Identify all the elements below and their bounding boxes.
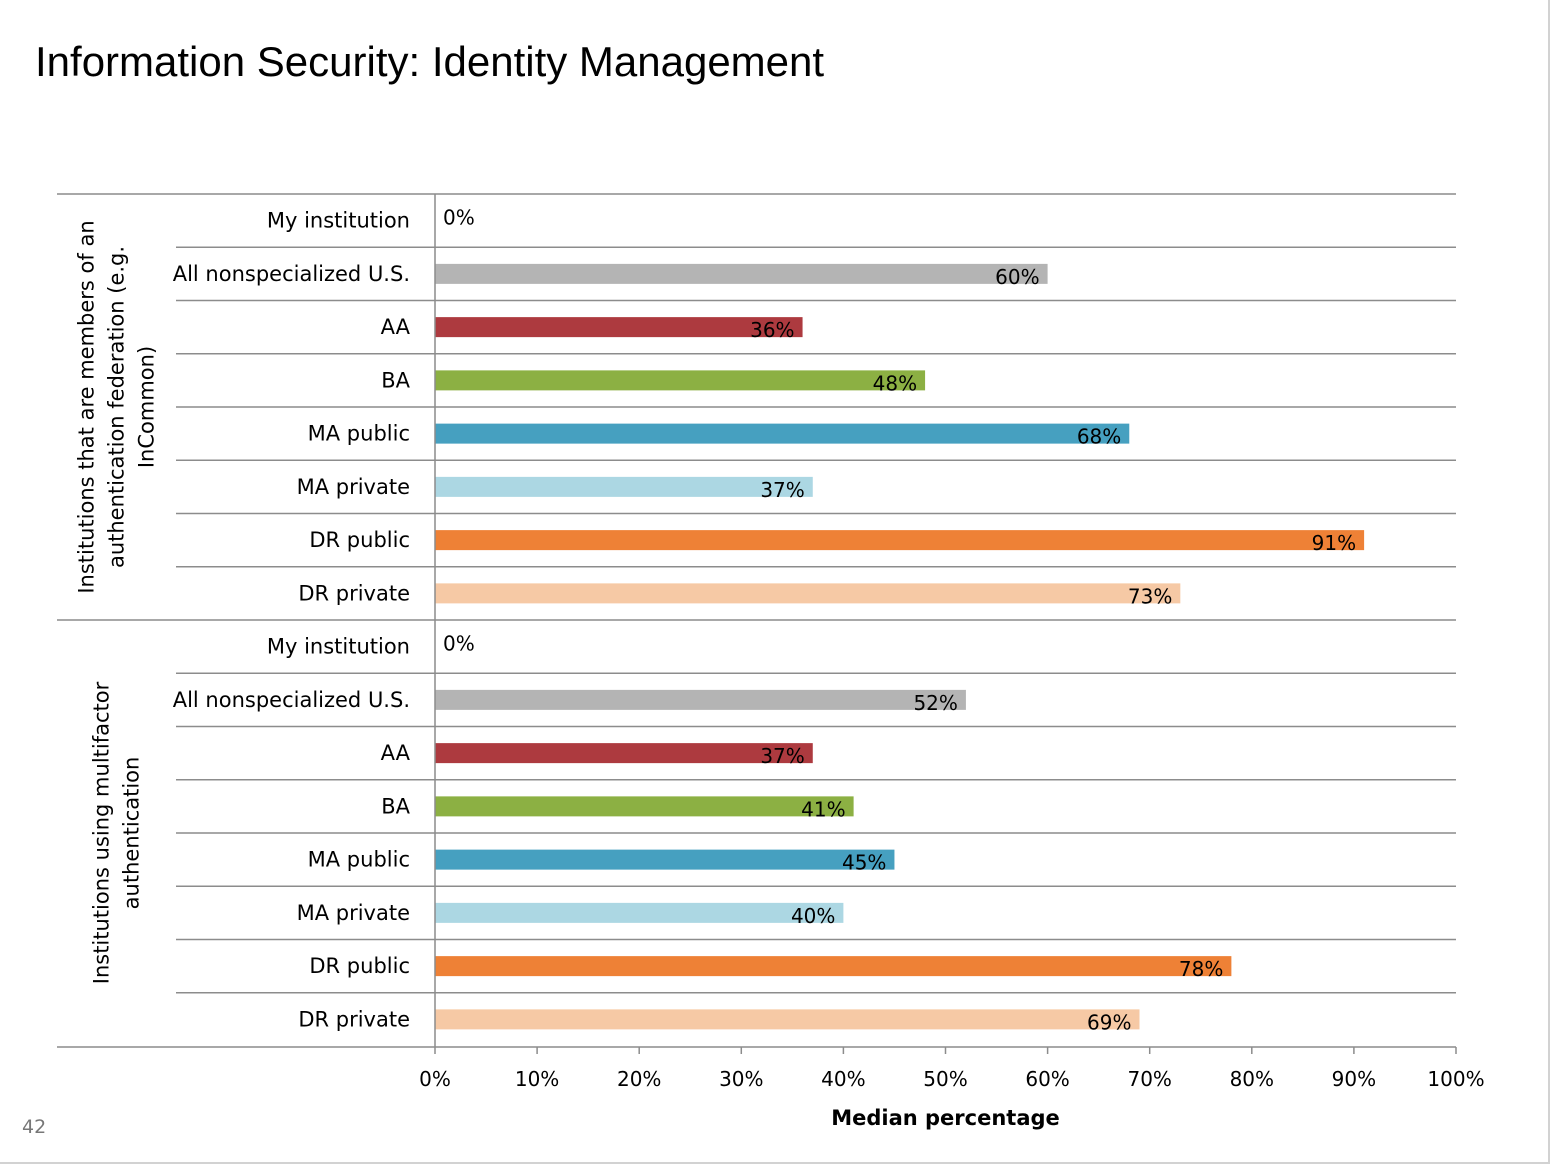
page-number: 42 (22, 1116, 47, 1138)
group-label: Institutions using multifactor authentica… (90, 681, 144, 984)
x-tick-label: 80% (1230, 1067, 1274, 1091)
category-label: AA (381, 741, 411, 765)
bar (435, 370, 926, 391)
x-tick-label: 10% (515, 1067, 559, 1091)
data-label: 69% (1087, 1010, 1131, 1034)
data-label: 37% (760, 478, 804, 502)
category-label: MA private (297, 901, 410, 925)
x-tick-label: 20% (617, 1067, 661, 1091)
data-label: 48% (873, 371, 917, 395)
bar (435, 476, 813, 497)
data-label: 68% (1077, 425, 1121, 449)
x-tick-label: 50% (923, 1067, 967, 1091)
category-label: DR private (298, 581, 410, 605)
data-label: 0% (443, 632, 475, 656)
bar (435, 530, 1365, 551)
x-tick-label: 40% (821, 1067, 865, 1091)
group-label-line: InCommon) (135, 346, 159, 468)
category-label: MA public (308, 422, 410, 446)
group-label-line: authentication federation (e.g. (105, 246, 129, 568)
bar (435, 317, 803, 338)
bar (435, 849, 895, 870)
bar (435, 902, 844, 923)
bar (435, 743, 813, 764)
category-label: DR public (309, 528, 410, 552)
category-label: DR private (298, 1007, 410, 1031)
bar (435, 423, 1130, 444)
category-label: AA (381, 315, 411, 339)
bar (435, 263, 1048, 284)
category-label: All nonspecialized U.S. (173, 688, 410, 712)
x-tick-label: 60% (1025, 1067, 1069, 1091)
data-label: 36% (750, 318, 794, 342)
x-tick-label: 100% (1427, 1067, 1484, 1091)
bar (435, 689, 966, 710)
data-label: 40% (791, 904, 835, 928)
x-tick-label: 70% (1127, 1067, 1171, 1091)
bar (435, 1009, 1140, 1030)
bar (435, 956, 1232, 977)
group-label-line: Institutions using multifactor (90, 681, 114, 984)
category-label: All nonspecialized U.S. (173, 262, 410, 286)
slide-title: Information Security: Identity Managemen… (35, 38, 825, 85)
bar (435, 796, 854, 817)
x-axis-title: Median percentage (831, 1106, 1060, 1130)
group-label: Institutions that are members of an authe… (75, 220, 159, 593)
category-label: My institution (267, 635, 410, 659)
category-label: MA private (297, 475, 410, 499)
category-label: BA (381, 794, 410, 818)
x-tick-label: 0% (419, 1067, 451, 1091)
data-label: 73% (1128, 584, 1172, 608)
x-tick-label: 90% (1332, 1067, 1376, 1091)
data-label: 78% (1179, 957, 1223, 981)
data-label: 91% (1312, 531, 1356, 555)
data-label: 45% (842, 851, 886, 875)
data-label: 41% (801, 797, 845, 821)
x-tick-label: 30% (719, 1067, 763, 1091)
category-label: My institution (267, 209, 410, 233)
data-label: 0% (443, 206, 475, 230)
category-label: DR public (309, 954, 410, 978)
category-label: BA (381, 368, 410, 392)
category-label: MA public (308, 848, 410, 872)
data-label: 52% (913, 691, 957, 715)
bar (435, 583, 1181, 604)
group-label-line: Institutions that are members of an (75, 220, 99, 593)
group-label-line: authentication (120, 757, 144, 910)
data-label: 37% (760, 744, 804, 768)
data-label: 60% (995, 265, 1039, 289)
